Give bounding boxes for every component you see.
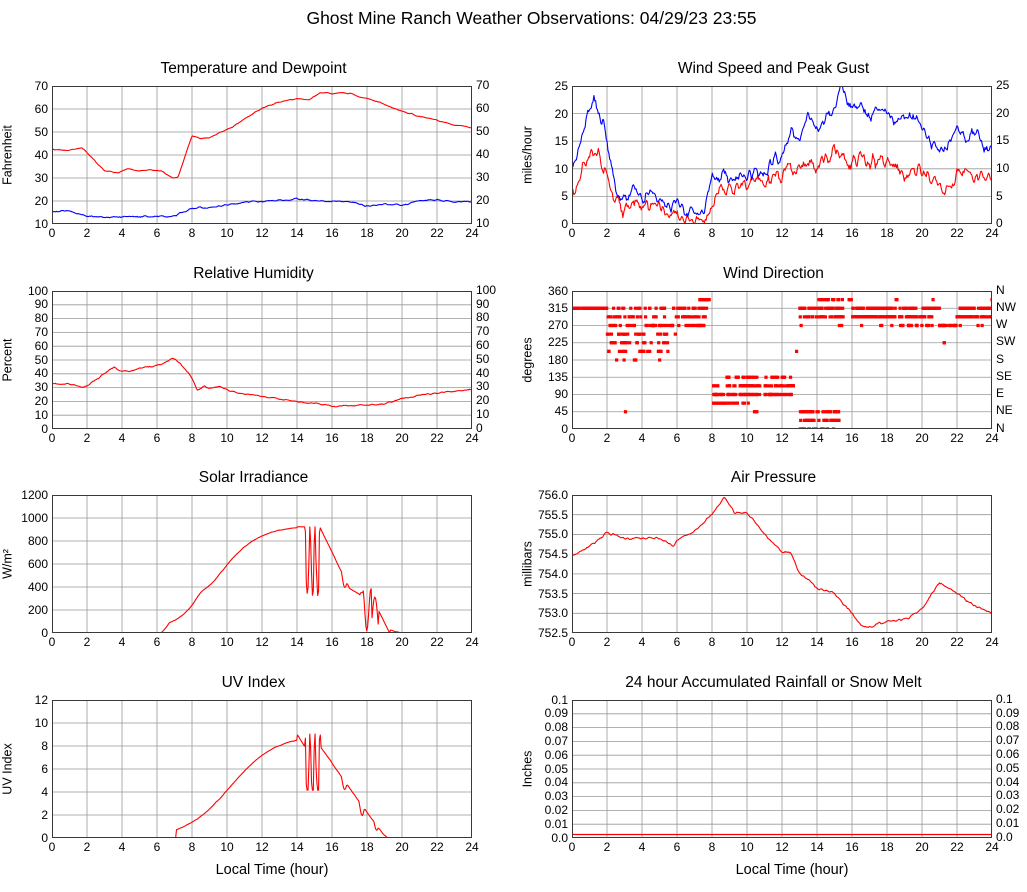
svg-text:millibars: millibars [520, 541, 534, 587]
svg-text:Fahrenheit: Fahrenheit [0, 125, 14, 185]
svg-text:Percent: Percent [0, 337, 14, 381]
svg-text:degrees: degrees [520, 337, 534, 382]
svg-text:W/m²: W/m² [0, 549, 14, 579]
svg-text:Inches: Inches [520, 750, 534, 787]
svg-text:miles/hour: miles/hour [520, 126, 534, 184]
svg-text:UV Index: UV Index [0, 742, 14, 794]
